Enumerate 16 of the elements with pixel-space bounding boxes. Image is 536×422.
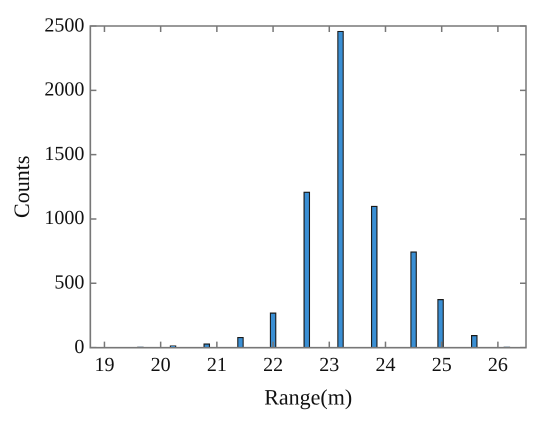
x-tick-label: 24 xyxy=(375,354,396,376)
y-tick-label: 1000 xyxy=(44,207,84,230)
y-tick-label: 1500 xyxy=(44,142,84,165)
x-axis-title: Range(m) xyxy=(264,384,352,410)
y-tick-label: 2000 xyxy=(44,78,84,101)
x-tick-label: 19 xyxy=(94,354,114,376)
x-tick-label: 21 xyxy=(206,354,227,376)
y-tick-label: 500 xyxy=(54,272,84,294)
x-tick-label: 20 xyxy=(150,354,171,376)
x-tick-label: 26 xyxy=(488,354,508,376)
x-tick-label: 25 xyxy=(432,354,452,376)
y-axis-title: Counts xyxy=(8,156,34,218)
y-tick-label: 2500 xyxy=(44,14,84,36)
x-tick-label: 22 xyxy=(263,354,284,376)
x-tick-label: 23 xyxy=(319,354,340,376)
y-tick-label: 0 xyxy=(74,336,84,358)
